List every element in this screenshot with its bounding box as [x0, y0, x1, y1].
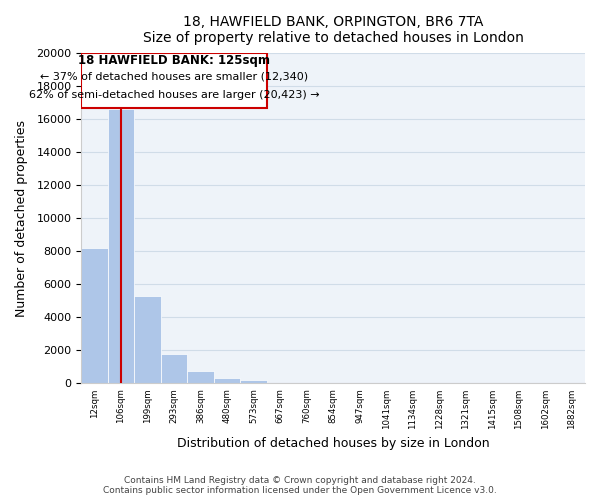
X-axis label: Distribution of detached houses by size in London: Distribution of detached houses by size … — [177, 437, 490, 450]
Bar — [214, 378, 240, 384]
Bar — [134, 296, 161, 384]
Bar — [161, 354, 187, 384]
Text: 18 HAWFIELD BANK: 125sqm: 18 HAWFIELD BANK: 125sqm — [78, 54, 270, 67]
Text: ← 37% of detached houses are smaller (12,340): ← 37% of detached houses are smaller (12… — [40, 72, 308, 82]
Y-axis label: Number of detached properties: Number of detached properties — [15, 120, 28, 317]
Text: 62% of semi-detached houses are larger (20,423) →: 62% of semi-detached houses are larger (… — [29, 90, 319, 100]
FancyBboxPatch shape — [81, 54, 267, 108]
Bar — [81, 248, 107, 384]
Bar — [107, 110, 134, 384]
Text: Contains HM Land Registry data © Crown copyright and database right 2024.
Contai: Contains HM Land Registry data © Crown c… — [103, 476, 497, 495]
Title: 18, HAWFIELD BANK, ORPINGTON, BR6 7TA
Size of property relative to detached hous: 18, HAWFIELD BANK, ORPINGTON, BR6 7TA Si… — [143, 15, 524, 45]
Bar — [187, 371, 214, 384]
Bar — [240, 380, 267, 384]
